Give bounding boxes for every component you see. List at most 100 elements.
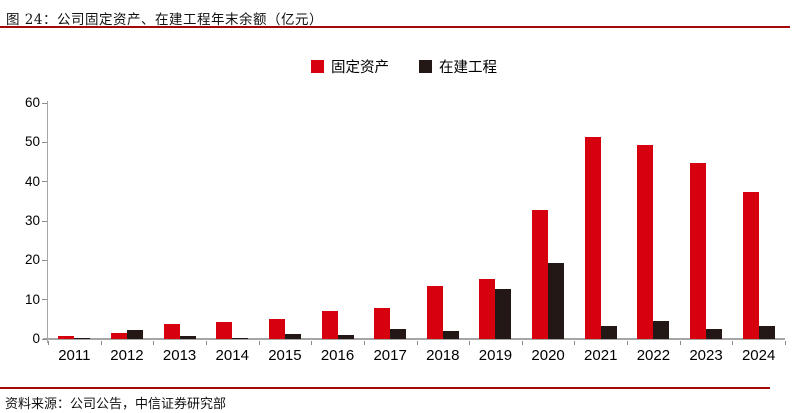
x-axis-tick (732, 341, 734, 345)
bar-fixed-assets-2013 (163, 323, 180, 339)
x-axis-label-2024: 2024 (741, 347, 776, 364)
bar-fixed-assets-2014 (216, 322, 233, 339)
x-axis-tick (363, 341, 365, 345)
legend-item-fixed-assets: 固定资产 (311, 56, 389, 77)
bar-construction-2012 (126, 329, 143, 339)
x-axis-label-2015: 2015 (268, 347, 302, 364)
x-axis-tick (469, 341, 471, 345)
legend-swatch-red (311, 60, 324, 73)
y-axis-tick (42, 299, 47, 301)
y-axis-tick (42, 338, 47, 340)
bar-fixed-assets-2024 (742, 191, 759, 339)
bar-fixed-assets-2020 (532, 209, 549, 339)
bar-fixed-assets-2022 (637, 145, 654, 339)
x-axis-label-2013: 2013 (162, 347, 197, 364)
x-axis-tick (311, 341, 313, 345)
y-axis-tick-label: 10 (24, 291, 40, 307)
x-axis-label-2018: 2018 (426, 347, 460, 364)
y-axis-tick-label: 50 (24, 134, 40, 150)
bar-group-2011 (48, 103, 101, 339)
x-axis-line (43, 338, 785, 340)
x-axis-tick (153, 341, 155, 345)
bar-construction-2023 (706, 328, 723, 339)
legend-label: 在建工程 (439, 60, 497, 76)
bar-construction-2011 (74, 338, 91, 339)
x-axis-label-2021: 2021 (584, 347, 618, 364)
x-axis-label-2012: 2012 (110, 347, 144, 364)
x-axis-label-2011: 2011 (58, 347, 91, 364)
y-axis-tick (42, 141, 47, 143)
bar-fixed-assets-2015 (268, 319, 285, 339)
x-axis-label-2017: 2017 (373, 347, 407, 364)
y-axis-tick (42, 259, 47, 261)
y-axis-tick (42, 220, 47, 222)
bar-group-2019 (469, 103, 522, 339)
bar-fixed-assets-2012 (110, 332, 127, 339)
bar-construction-2019 (495, 289, 512, 339)
x-axis-label-2016: 2016 (320, 347, 355, 364)
bar-fixed-assets-2017 (374, 307, 391, 339)
legend-label: 固定资产 (331, 60, 389, 76)
bar-fixed-assets-2016 (321, 311, 338, 339)
x-axis-label-2019: 2019 (478, 347, 513, 364)
bar-construction-2016 (337, 335, 354, 339)
x-axis-tick (627, 341, 629, 345)
bar-group-2024 (732, 103, 785, 339)
bar-group-2018 (417, 103, 470, 339)
legend-swatch-black (419, 60, 432, 73)
x-axis-tick (574, 341, 576, 345)
x-axis-label-2020: 2020 (531, 347, 565, 364)
y-axis-line (47, 101, 48, 343)
y-axis-tick (42, 102, 47, 104)
y-axis-tick-label: 0 (32, 331, 40, 346)
x-axis-tick (679, 341, 681, 345)
bar-group-2021 (574, 103, 627, 339)
x-axis-label-2022: 2022 (636, 347, 671, 364)
bar-fixed-assets-2019 (479, 279, 496, 339)
x-axis-tick (48, 341, 49, 345)
x-axis-label-2023: 2023 (689, 347, 723, 364)
bar-group-2016 (311, 103, 364, 339)
y-axis-tick-label: 20 (24, 252, 40, 268)
x-axis-tick (100, 341, 102, 345)
bar-group-2014 (206, 103, 259, 339)
footer-rule (0, 387, 770, 389)
y-axis-tick-label: 40 (24, 173, 40, 189)
bar-group-2022 (627, 103, 680, 339)
x-axis-tick (258, 341, 260, 345)
bar-fixed-assets-2018 (426, 285, 443, 339)
bar-fixed-assets-2021 (584, 137, 601, 339)
source-note: 资料来源：公司公告，中信证券研究部 (5, 397, 227, 412)
bar-construction-2014 (232, 337, 249, 339)
bar-fixed-assets-2011 (58, 336, 75, 339)
bar-fixed-assets-2023 (690, 162, 707, 339)
y-axis-tick-label: 60 (24, 95, 40, 110)
legend-item-construction: 在建工程 (419, 56, 497, 77)
y-axis-tick-label: 30 (24, 213, 40, 228)
bar-chart: 0 10 20 30 40 50 60 2011 2012 2013 2014 2015 2016 201… (25, 95, 786, 364)
bar-construction-2020 (548, 263, 565, 339)
bar-construction-2022 (653, 321, 670, 339)
bar-construction-2017 (390, 328, 407, 339)
bar-construction-2021 (600, 325, 617, 339)
bar-construction-2018 (442, 330, 459, 339)
bar-group-2020 (522, 103, 575, 339)
title-rule (0, 26, 790, 28)
x-axis-tick (785, 341, 786, 345)
x-axis-label-2014: 2014 (215, 347, 249, 364)
x-axis-tick (521, 341, 523, 345)
x-axis-tick (205, 341, 207, 345)
bar-group-2015 (259, 103, 312, 339)
x-axis-tick (416, 341, 418, 345)
bar-group-2012 (101, 103, 154, 339)
figure-title: 图 24：公司固定资产、在建工程年末余额（亿元） (6, 12, 323, 28)
bar-group-2013 (153, 103, 206, 339)
chart-legend: 固定资产 在建工程 (0, 56, 808, 77)
bar-construction-2013 (179, 336, 196, 339)
y-axis-tick (42, 181, 47, 183)
bar-construction-2024 (758, 326, 775, 339)
bar-group-2023 (680, 103, 733, 339)
bar-construction-2015 (284, 333, 301, 339)
bar-group-2017 (364, 103, 417, 339)
